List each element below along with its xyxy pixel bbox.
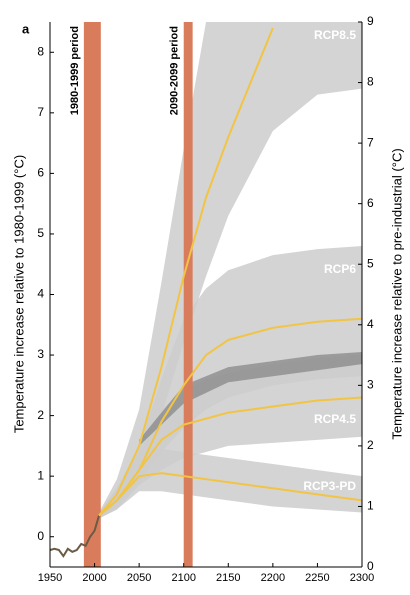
y2-tick-label: 7 (367, 135, 374, 149)
x-tick-label: 2050 (127, 572, 151, 584)
period-label: 2090-2099 period (169, 26, 181, 115)
y2-tick-label: 1 (367, 499, 374, 513)
period-bar (83, 22, 101, 567)
series-line (98, 27, 274, 517)
y2-tick-label: 0 (367, 559, 374, 573)
series-line (98, 396, 362, 517)
y2-axis-label: Temperature increase relative to pre-ind… (389, 148, 404, 439)
y2-tick-label: 6 (367, 196, 374, 210)
y-tick-label: 4 (37, 287, 44, 301)
y-tick-label: 7 (37, 105, 44, 119)
y-tick-label: 1 (37, 468, 44, 482)
x-tick-label: 2300 (350, 572, 374, 584)
series-label: RCP8.5 (314, 28, 356, 42)
x-tick-label: 2200 (261, 572, 285, 584)
period-bar (183, 22, 193, 567)
x-tick-label: 2250 (305, 572, 329, 584)
series-label: RCP6 (324, 262, 356, 276)
x-tick-label: 2100 (171, 572, 195, 584)
x-tick-label: 1950 (38, 572, 62, 584)
y2-tick-label: 4 (367, 317, 374, 331)
series-line (98, 472, 362, 517)
y2-tick-label: 2 (367, 438, 374, 452)
series-label: RCP3-PD (303, 479, 356, 493)
y2-tick-label: 8 (367, 75, 374, 89)
panel-label: a (22, 21, 30, 36)
y2-tick-label: 9 (367, 14, 374, 28)
y-tick-label: 5 (37, 226, 44, 240)
plot-area (50, 22, 362, 567)
y2-tick-label: 3 (367, 378, 374, 392)
x-tick-label: 2150 (216, 572, 240, 584)
y-tick-label: 8 (37, 44, 44, 58)
y-tick-label: 3 (37, 347, 44, 361)
x-tick-label: 2000 (82, 572, 106, 584)
uncertainty-band (99, 448, 362, 519)
series-label: RCP4.5 (314, 412, 356, 426)
y-tick-label: 0 (37, 529, 44, 543)
period-label: 1980-1999 period (69, 26, 81, 115)
y-tick-label: 6 (37, 166, 44, 180)
y-axis-label: Temperature increase relative to 1980-19… (11, 155, 26, 433)
uncertainty-band (99, 355, 362, 519)
y-tick-label: 2 (37, 408, 44, 422)
historical-line (50, 515, 100, 558)
y2-tick-label: 5 (367, 256, 374, 270)
